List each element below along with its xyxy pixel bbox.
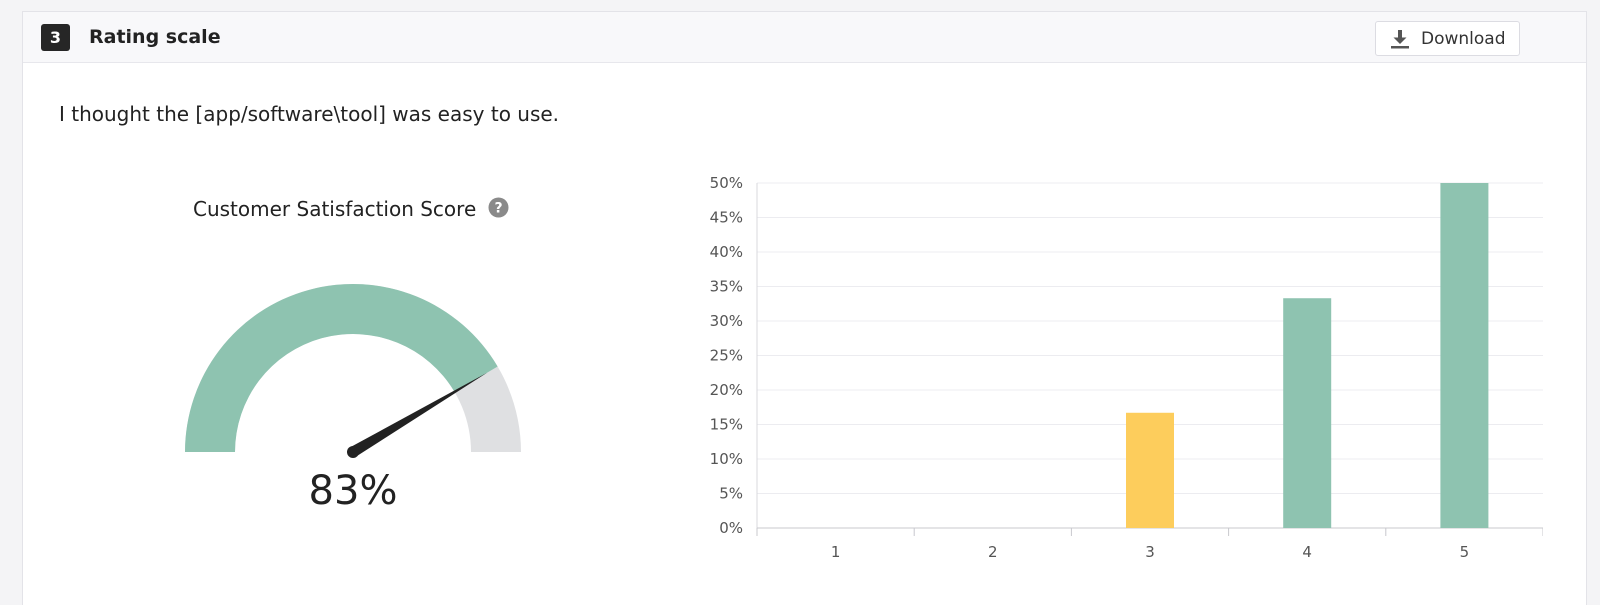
y-tick-label: 20% xyxy=(710,381,743,399)
gauge-hub xyxy=(347,446,359,458)
x-tick-label: 5 xyxy=(1460,543,1470,561)
question-number-badge: 3 xyxy=(41,24,70,51)
download-icon xyxy=(1391,30,1409,49)
y-tick-label: 40% xyxy=(710,243,743,261)
svg-text:?: ? xyxy=(494,201,502,217)
x-tick-label: 1 xyxy=(831,543,841,561)
gauge-value: 83% xyxy=(308,468,398,514)
gauge-needle xyxy=(350,372,488,457)
y-tick-label: 0% xyxy=(719,519,743,537)
y-tick-label: 45% xyxy=(710,209,743,227)
y-tick-label: 10% xyxy=(710,450,743,468)
y-tick-label: 30% xyxy=(710,312,743,330)
help-icon[interactable]: ? xyxy=(488,197,509,218)
y-tick-label: 15% xyxy=(710,416,743,434)
bar xyxy=(1126,412,1174,528)
rating-distribution-chart: 0% 5% 10% 15% 20% 25% 30% 35% 40% 45% 50% 1 2 3 4 5 xyxy=(710,174,1543,561)
y-tick-label: 35% xyxy=(710,278,743,296)
satisfaction-gauge xyxy=(185,283,521,458)
card-header: 3 Rating scale Download xyxy=(23,12,1586,63)
x-tick-label: 2 xyxy=(988,543,998,561)
bar xyxy=(1440,183,1489,528)
y-tick-label: 50% xyxy=(710,174,743,192)
x-tick-label: 4 xyxy=(1302,543,1312,561)
download-button[interactable]: Download xyxy=(1375,21,1520,56)
question-text: I thought the [app/software\tool] was ea… xyxy=(59,102,560,126)
bar xyxy=(1283,298,1332,528)
y-tick-label: 5% xyxy=(719,485,743,503)
question-type-title: Rating scale xyxy=(89,26,221,48)
x-tick-label: 3 xyxy=(1145,543,1155,561)
gauge-title: Customer Satisfaction Score xyxy=(193,197,477,221)
y-tick-label: 25% xyxy=(710,347,743,365)
gauge-fill xyxy=(185,283,498,452)
question-card: 3 Rating scale Download I thought the [a… xyxy=(22,11,1587,605)
download-label: Download xyxy=(1421,29,1506,49)
